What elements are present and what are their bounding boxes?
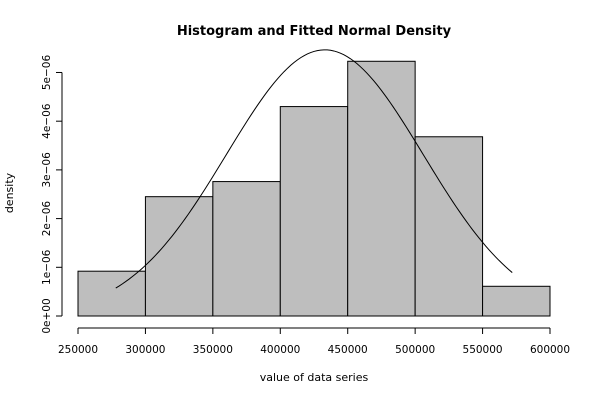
x-tick-label: 350000 xyxy=(193,344,233,356)
x-tick-label: 450000 xyxy=(328,344,368,356)
histogram-bar-3 xyxy=(212,181,281,317)
y-tick-label: 3e−06 xyxy=(41,152,53,188)
x-tick-label: 600000 xyxy=(530,344,570,356)
y-tick-label: 4e−06 xyxy=(41,103,53,139)
y-axis-label: density xyxy=(3,172,16,213)
x-tick-label: 300000 xyxy=(125,344,165,356)
y-tick-label: 0e+00 xyxy=(41,298,53,333)
histogram-bars xyxy=(77,60,551,317)
histogram-bar-2 xyxy=(144,196,214,317)
x-tick-label: 400000 xyxy=(260,344,300,356)
y-axis: 0e+00 1e−06 2e−06 3e−06 4e−06 5e−06 xyxy=(41,55,63,334)
y-tick-label: 2e−06 xyxy=(41,201,53,237)
x-tick-label: 550000 xyxy=(463,344,503,356)
y-tick-label: 1e−06 xyxy=(41,249,53,285)
histogram-bar-7 xyxy=(482,285,551,317)
histogram-bar-6 xyxy=(414,136,484,317)
x-tick-label: 250000 xyxy=(58,344,98,356)
histogram-bar-1 xyxy=(77,270,146,317)
x-axis-label: value of data series xyxy=(260,371,369,384)
x-axis: 250000 300000 350000 400000 450000 500000 5500… xyxy=(58,327,570,356)
histogram-bar-5 xyxy=(347,60,416,317)
fitted-normal-density-curve xyxy=(115,49,513,289)
histogram-bar-4 xyxy=(279,106,349,317)
chart-title: Histogram and Fitted Normal Density xyxy=(177,24,452,39)
x-tick-label: 500000 xyxy=(395,344,435,356)
y-tick-label: 5e−06 xyxy=(41,55,53,91)
